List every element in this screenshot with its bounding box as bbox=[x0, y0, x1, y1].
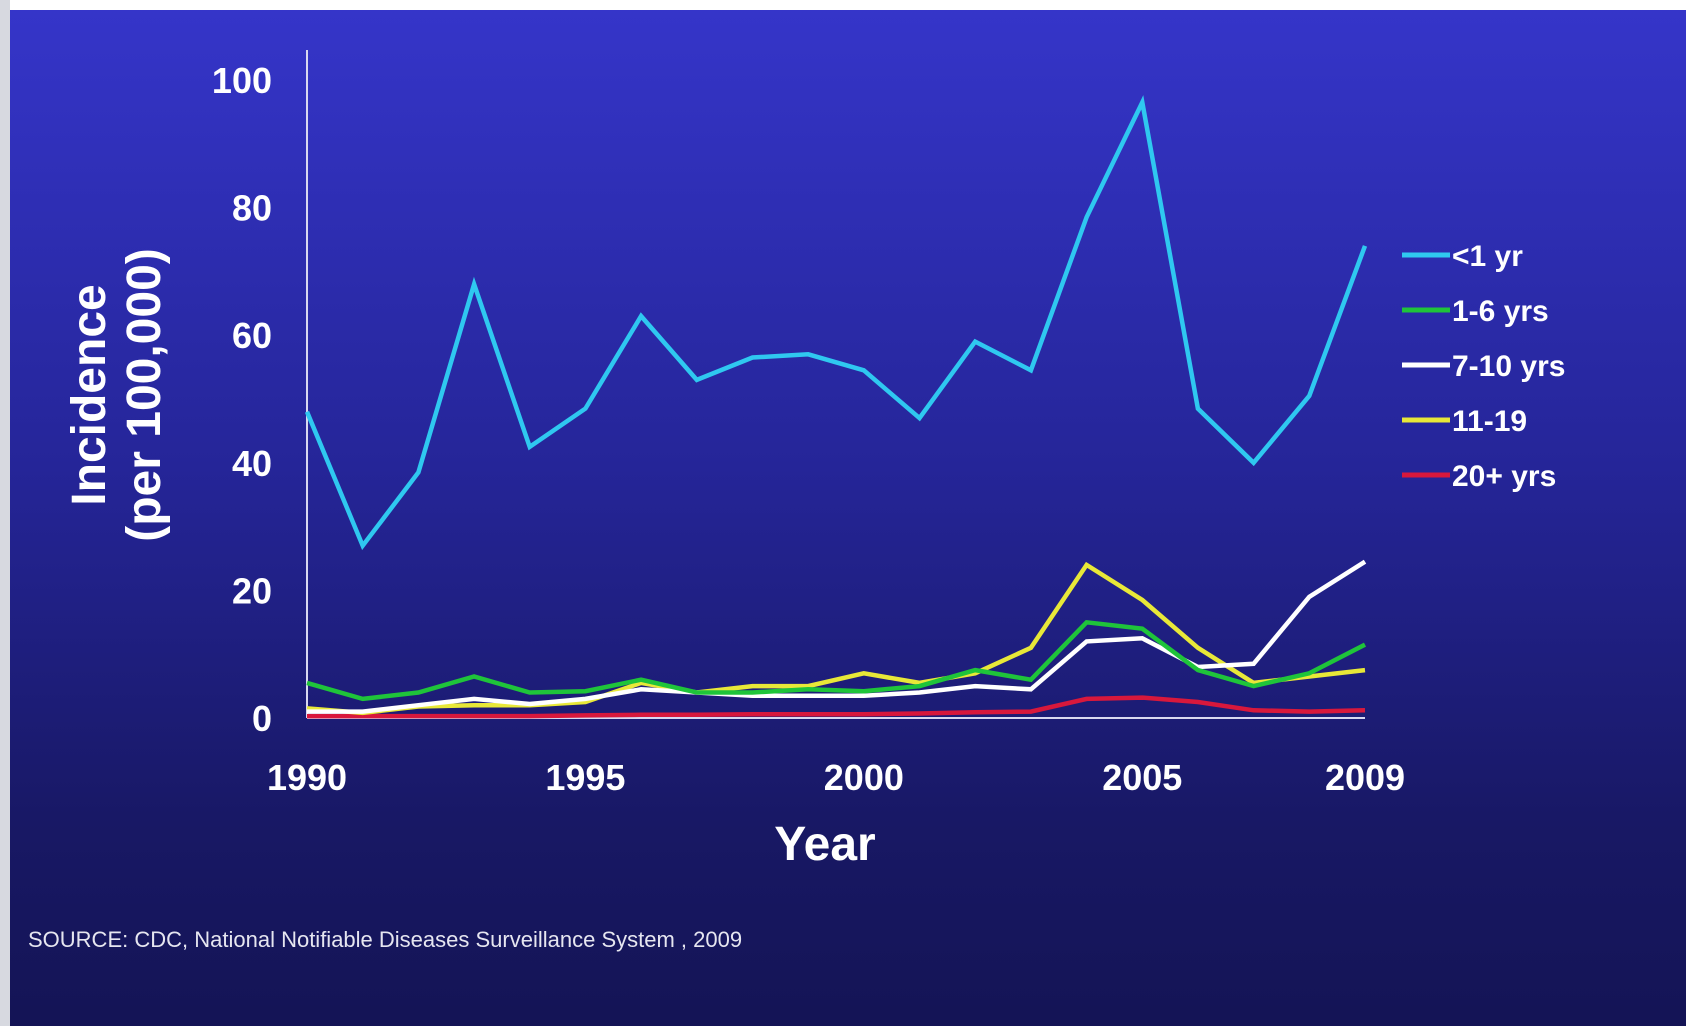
y-axis-title-line-2: (per 100,000) bbox=[118, 248, 171, 542]
y-tick-labels: 0 20 40 60 80 100 bbox=[212, 60, 272, 739]
axes bbox=[306, 50, 1365, 719]
x-tick-label: 2009 bbox=[1325, 757, 1405, 798]
y-tick-label: 80 bbox=[232, 188, 272, 229]
legend-label: <1 yr bbox=[1452, 240, 1523, 273]
x-tick-label: 1995 bbox=[545, 757, 625, 798]
source-note: SOURCE: CDC, National Notifiable Disease… bbox=[28, 927, 742, 952]
series-line bbox=[306, 619, 1367, 702]
x-tick-label: 1990 bbox=[267, 757, 347, 798]
series-line bbox=[304, 95, 1368, 551]
legend-label: 7-10 yrs bbox=[1452, 350, 1565, 383]
left-border bbox=[0, 0, 10, 1026]
x-axis-title: Year bbox=[774, 818, 875, 871]
legend-label: 20+ yrs bbox=[1452, 460, 1556, 493]
y-tick-label: 60 bbox=[232, 315, 272, 356]
series-lines bbox=[304, 95, 1368, 719]
y-tick-label: 40 bbox=[232, 443, 272, 484]
series-line bbox=[306, 561, 1366, 716]
x-tick-label: 2000 bbox=[824, 757, 904, 798]
top-border bbox=[0, 0, 1686, 10]
x-tick-labels: 1990 1995 2000 2005 2009 bbox=[267, 757, 1405, 798]
y-tick-label: 0 bbox=[252, 698, 272, 739]
slide-background bbox=[10, 10, 1686, 1026]
y-axis-title: Incidence (per 100,000) bbox=[63, 248, 171, 542]
y-tick-label: 100 bbox=[212, 60, 272, 101]
legend-label: 11-19 bbox=[1452, 405, 1527, 438]
x-tick-label: 2005 bbox=[1102, 757, 1182, 798]
y-axis-title-line-1: Incidence bbox=[63, 284, 116, 505]
legend-label: 1-6 yrs bbox=[1452, 295, 1549, 328]
legend: <1 yr 1-6 yrs 7-10 yrs 11-19 20+ yrs bbox=[1402, 240, 1565, 493]
series-line bbox=[307, 695, 1366, 719]
y-tick-label: 20 bbox=[232, 570, 272, 611]
